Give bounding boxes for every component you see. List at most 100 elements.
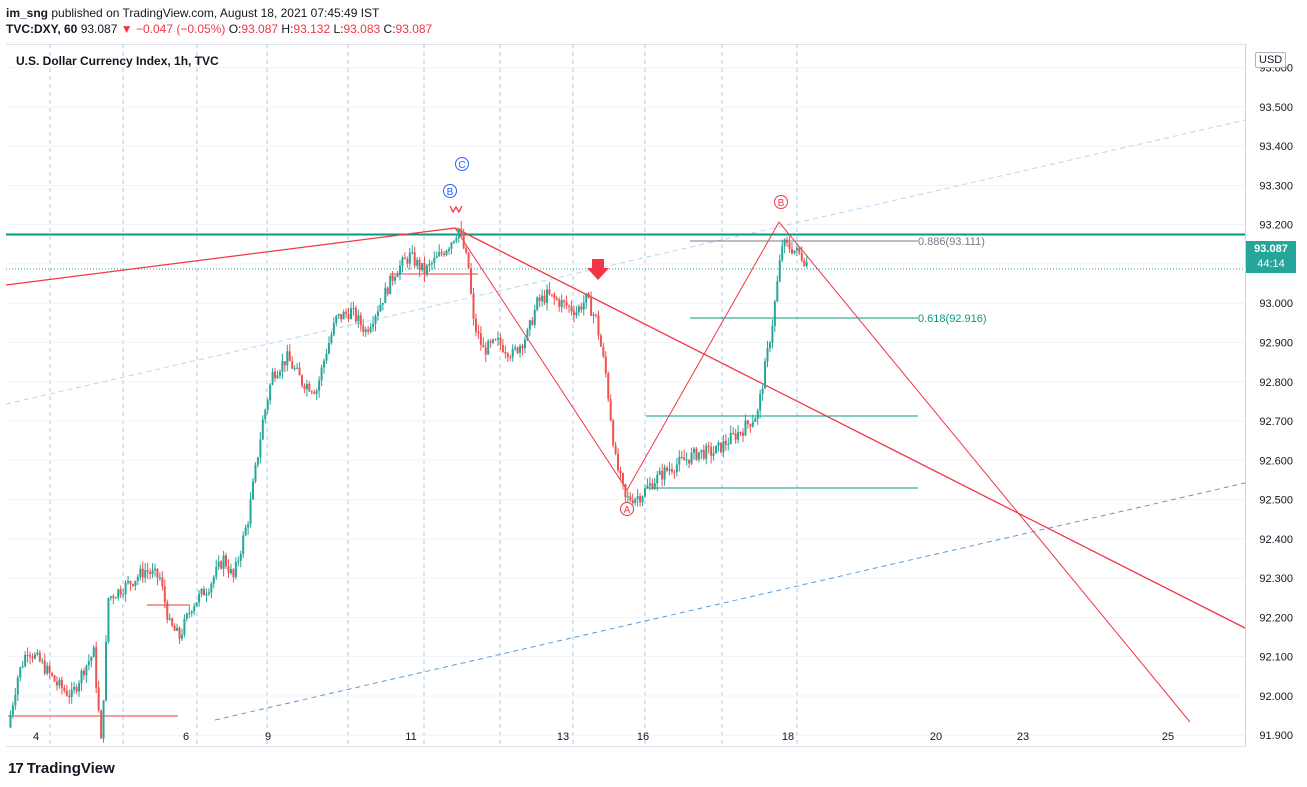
candle-body [320, 367, 323, 381]
candle-body [261, 419, 264, 440]
candle-body [303, 385, 306, 390]
candle-body [572, 311, 575, 316]
candle-body [467, 252, 470, 269]
candle-body [793, 250, 796, 254]
ohlc-line: TVC:DXY, 60 93.087 ▼ −0.047 (−0.05%) O:9… [6, 22, 432, 36]
wave-label-circle [443, 184, 457, 198]
candle-body [631, 500, 634, 504]
candle-body [531, 320, 534, 325]
candle-body [286, 351, 289, 366]
candle-body [509, 357, 512, 359]
x-tick-label: 11 [405, 731, 416, 743]
candle-body [323, 360, 326, 368]
candle-body [511, 348, 514, 358]
candle-body [364, 329, 367, 332]
candle-body [590, 297, 593, 316]
candle-body [739, 432, 742, 434]
y-tick-label: 92.100 [1259, 652, 1293, 664]
candle-body [330, 334, 333, 344]
candle-body [95, 647, 98, 688]
x-tick-label: 6 [183, 731, 189, 743]
candle-body [484, 347, 487, 355]
abcd-pattern [454, 221, 1191, 723]
candle-body [200, 588, 203, 594]
candle-body [800, 252, 803, 261]
tradingview-logo[interactable]: 17 TradingView [8, 760, 115, 777]
candle-body [563, 300, 566, 302]
candle-body [536, 297, 539, 310]
candle-body [178, 627, 181, 639]
candle-body [751, 421, 754, 427]
candle-body [210, 583, 213, 593]
candle-body [176, 627, 179, 631]
x-tick-label: 25 [1162, 731, 1174, 743]
candle-body [612, 420, 615, 446]
candle-body [666, 467, 669, 471]
candle-body [433, 257, 436, 264]
price-axis[interactable] [1245, 44, 1307, 747]
candle-body [541, 295, 544, 302]
candle-body [173, 625, 176, 631]
candle-body [470, 268, 473, 294]
candle-body [636, 496, 639, 500]
candle-body [43, 660, 46, 674]
candle-body [82, 670, 85, 676]
currency-button[interactable]: USD [1255, 52, 1287, 68]
candle-body [575, 312, 578, 316]
last-price-tag: 93.087 44:14 [1246, 241, 1296, 273]
candle-body [58, 679, 61, 686]
candle-body [680, 456, 683, 458]
candle-body [599, 335, 602, 347]
open-value: 93.087 [241, 22, 279, 36]
candle-body [759, 393, 762, 411]
candle-body [237, 560, 240, 562]
high-label: H: [281, 22, 294, 36]
candle-body [203, 588, 205, 596]
candle-body [482, 344, 485, 348]
candle-body [46, 665, 49, 674]
y-tick-label: 92.200 [1259, 612, 1293, 624]
candle-body [342, 311, 345, 320]
candle-body [124, 582, 127, 595]
candle-body [425, 265, 428, 275]
candle-body [538, 297, 541, 302]
symbol-label[interactable]: TVC:DXY, 60 [6, 22, 78, 36]
candle-body [315, 390, 318, 394]
candle-body [614, 445, 617, 454]
candle-body [639, 496, 642, 503]
candle-body [499, 337, 502, 345]
candle-body [207, 592, 210, 594]
candle-body [60, 679, 63, 689]
candle-body [225, 555, 228, 567]
x-tick-label: 20 [930, 731, 942, 743]
chart-pane[interactable] [6, 44, 1245, 747]
candle-body [350, 308, 352, 320]
candle-body [340, 314, 343, 320]
tradingview-logo-icon: 17 [8, 760, 24, 777]
candle-body [746, 420, 749, 425]
candle-body [134, 580, 137, 586]
candle-body [283, 361, 286, 366]
candle-body [695, 448, 698, 460]
publisher-name[interactable]: im_sng [6, 6, 49, 20]
candle-body [357, 315, 360, 322]
candle-body [582, 302, 585, 310]
candle-body [149, 572, 152, 575]
candle-body [742, 432, 744, 436]
candle-body [102, 700, 105, 739]
candle-body [19, 667, 22, 678]
high-value: 93.132 [293, 22, 331, 36]
y-tick-label: 92.900 [1259, 337, 1293, 349]
candle-body [374, 315, 377, 324]
candle-body [256, 457, 259, 465]
candle-body [560, 300, 563, 307]
candle-body [114, 597, 117, 599]
candle-body [526, 329, 529, 340]
candle-body [595, 314, 597, 316]
candle-body [658, 470, 661, 475]
candle-body [136, 576, 139, 581]
candle-body [430, 263, 433, 265]
publish-info: published on TradingView.com, August 18,… [51, 6, 380, 20]
y-tick-label: 91.900 [1259, 730, 1293, 742]
